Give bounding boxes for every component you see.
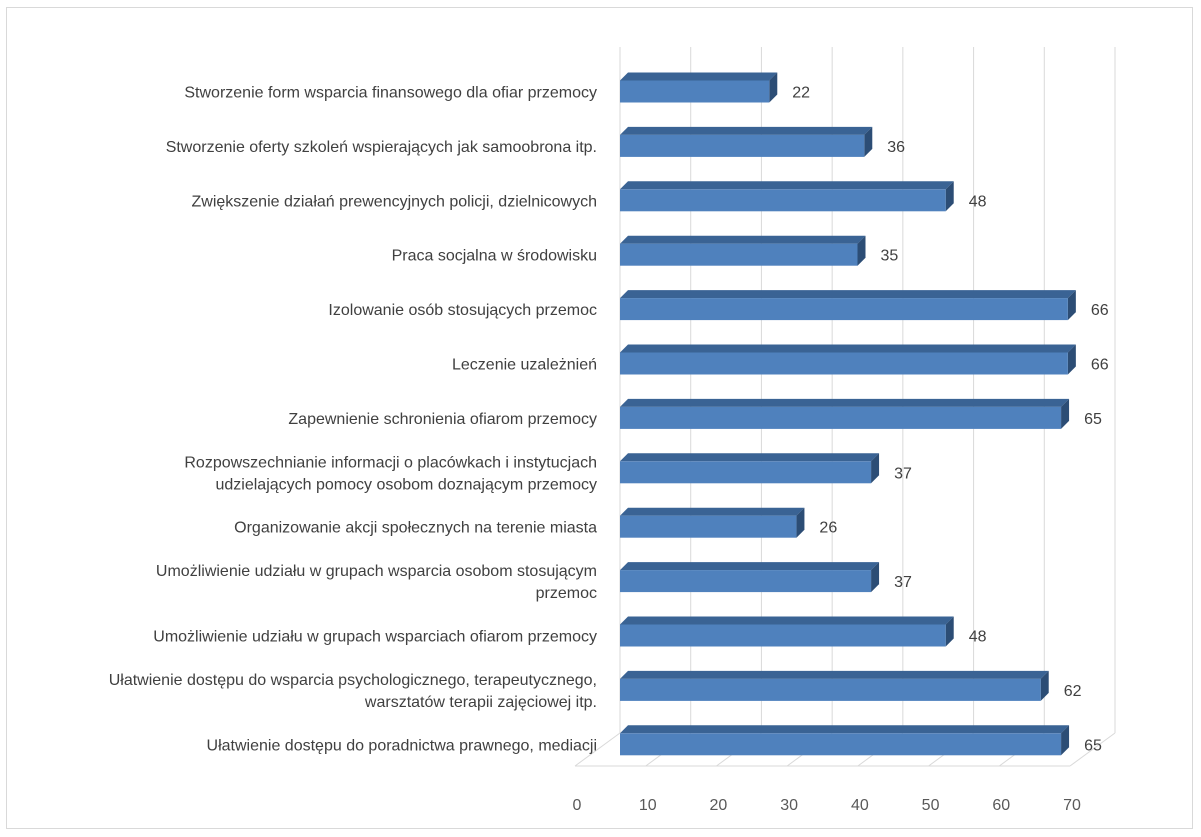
bar	[620, 461, 872, 484]
category-label-line: przemoc	[536, 585, 597, 602]
bar-top	[620, 344, 1076, 353]
bar-top	[620, 398, 1070, 407]
category-label: Ułatwienie dostępu do wsparcia psycholog…	[109, 672, 597, 711]
bar-value-label: 48	[969, 629, 987, 646]
x-tick-label: 60	[992, 797, 1010, 814]
category-label-line: Stworzenie form wsparcia finansowego dla…	[184, 85, 597, 102]
category-label-line: udzielających pomocy osobom doznającym p…	[215, 476, 597, 493]
category-label-line: Umożliwienie udziału w grupach wsparcia …	[156, 563, 597, 580]
bar-value-label: 66	[1091, 357, 1109, 374]
bar-top	[620, 507, 805, 516]
category-label: Organizowanie akcji społecznych na teren…	[234, 520, 597, 537]
bar	[620, 624, 946, 647]
bar	[620, 298, 1068, 321]
category-label-line: Praca socjalna w środowisku	[392, 248, 597, 265]
bar-side	[864, 126, 873, 157]
bar	[620, 570, 872, 593]
category-label-line: Organizowanie akcji społecznych na teren…	[234, 520, 597, 537]
bar-value-label: 65	[1084, 737, 1102, 754]
bar-side	[1067, 344, 1076, 375]
category-label: Stworzenie form wsparcia finansowego dla…	[184, 85, 597, 102]
bar	[620, 134, 865, 157]
bar	[620, 733, 1062, 756]
x-tick-label: 40	[851, 797, 869, 814]
bar	[620, 189, 946, 212]
category-label-line: Ułatwienie dostępu do wsparcia psycholog…	[109, 672, 597, 689]
category-label-line: warsztatów terapii zajęciowej itp.	[364, 694, 597, 711]
bar-top	[620, 616, 954, 625]
bar-value-label: 37	[894, 465, 912, 482]
gridline-floor	[574, 732, 621, 767]
bar	[620, 515, 797, 538]
bar-top	[620, 670, 1049, 679]
category-label-line: Rozpowszechnianie informacji o placówkac…	[184, 454, 597, 471]
gridline-floor	[1069, 732, 1116, 767]
bar	[620, 352, 1068, 375]
bar-top	[620, 725, 1070, 734]
bar-top	[620, 562, 880, 571]
bar-value-label: 66	[1091, 302, 1109, 319]
bar-side	[871, 453, 880, 484]
category-label: Zwiększenie działań prewencyjnych policj…	[191, 193, 597, 210]
x-tick-label: 30	[780, 797, 798, 814]
bar-top	[620, 290, 1076, 299]
bar-value-label: 65	[1084, 411, 1102, 428]
category-label: Zapewnienie schronienia ofiarom przemocy	[288, 411, 597, 428]
bar	[620, 243, 858, 266]
category-label-line: Izolowanie osób stosujących przemoc	[328, 302, 597, 319]
bar-top	[620, 235, 866, 244]
bar-side	[857, 235, 866, 266]
bar-value-label: 36	[887, 139, 905, 156]
category-label: Praca socjalna w środowisku	[392, 248, 597, 265]
x-tick-label: 20	[710, 797, 728, 814]
bar-value-label: 35	[881, 248, 899, 265]
category-label-line: Stworzenie oferty szkoleń wspierających …	[166, 139, 597, 156]
category-label: Ułatwienie dostępu do poradnictwa prawne…	[207, 737, 597, 754]
bar-side	[871, 562, 880, 593]
category-label-line: Umożliwienie udziału w grupach wsparciac…	[153, 629, 597, 646]
category-label-line: Zapewnienie schronienia ofiarom przemocy	[288, 411, 597, 428]
bar-side	[1040, 670, 1049, 701]
bar-side	[1061, 398, 1070, 429]
x-tick-label: 70	[1063, 797, 1081, 814]
x-tick-label: 10	[639, 797, 657, 814]
x-tick-label: 0	[573, 797, 582, 814]
bar-top	[620, 72, 778, 81]
bar-top	[620, 181, 954, 190]
bar-top	[620, 126, 873, 135]
category-label: Umożliwienie udziału w grupach wsparcia …	[156, 563, 597, 602]
category-label: Izolowanie osób stosujących przemoc	[328, 302, 597, 319]
bar-side	[796, 507, 805, 538]
category-label: Leczenie uzależnień	[452, 357, 597, 374]
category-label-line: Zwiększenie działań prewencyjnych policj…	[191, 193, 597, 210]
bar-side	[945, 181, 954, 212]
bar-value-label: 48	[969, 193, 987, 210]
category-label: Stworzenie oferty szkoleń wspierających …	[166, 139, 597, 156]
bar-top	[620, 453, 880, 462]
bar-value-label: 22	[792, 85, 810, 102]
bar	[620, 406, 1062, 429]
category-label-line: Ułatwienie dostępu do poradnictwa prawne…	[207, 737, 597, 754]
bar-side	[769, 72, 778, 103]
bar	[620, 80, 770, 103]
bar-side	[945, 616, 954, 647]
category-label: Rozpowszechnianie informacji o placówkac…	[184, 454, 597, 493]
bar	[620, 678, 1041, 701]
category-label: Umożliwienie udziału w grupach wsparciac…	[153, 629, 597, 646]
category-label-line: Leczenie uzależnień	[452, 357, 597, 374]
bar-side	[1061, 725, 1070, 756]
bar-side	[1067, 290, 1076, 321]
x-tick-label: 50	[922, 797, 940, 814]
bar-value-label: 62	[1064, 683, 1082, 700]
bar-value-label: 37	[894, 574, 912, 591]
bar-value-label: 26	[819, 520, 837, 537]
